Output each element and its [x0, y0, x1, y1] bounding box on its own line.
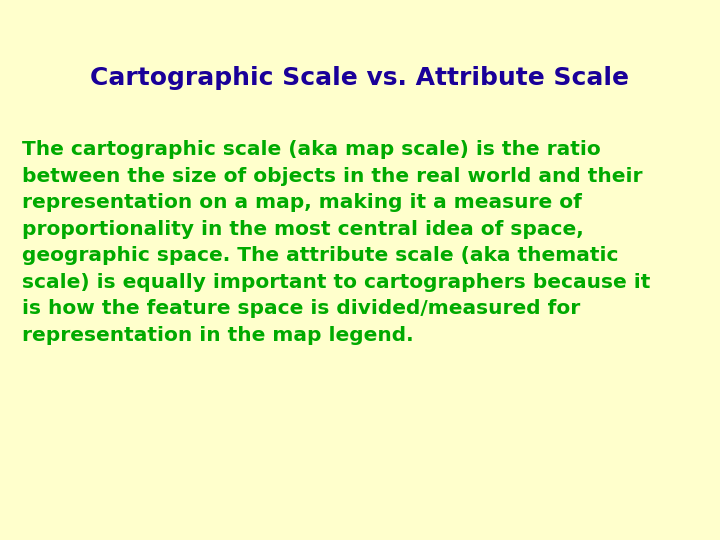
- Text: Cartographic Scale vs. Attribute Scale: Cartographic Scale vs. Attribute Scale: [91, 66, 629, 90]
- Text: The cartographic scale (aka map scale) is the ratio
between the size of objects : The cartographic scale (aka map scale) i…: [22, 140, 650, 345]
